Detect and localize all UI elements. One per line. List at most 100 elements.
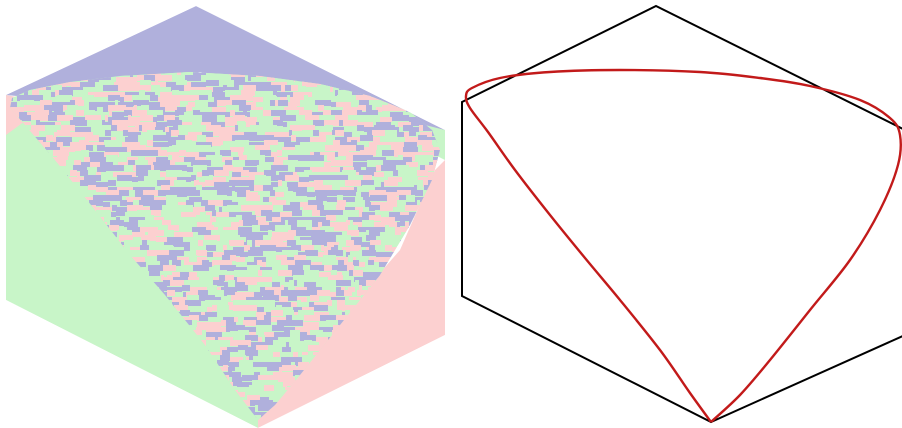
lozenge-tile <box>417 200 420 206</box>
lozenge-tile <box>11 380 26 386</box>
lozenge-tile <box>306 82 321 88</box>
lozenge-tile <box>278 137 291 143</box>
lozenge-tile <box>372 177 388 183</box>
lozenge-tile <box>60 337 69 343</box>
lozenge-tile <box>143 182 157 188</box>
lozenge-tile <box>74 352 78 358</box>
lozenge-tile <box>142 240 147 246</box>
lozenge-tile <box>88 410 98 416</box>
lozenge-tile <box>456 180 471 186</box>
lozenge-tile <box>211 420 215 426</box>
lozenge-tile <box>375 60 379 66</box>
lozenge-tile <box>403 157 412 163</box>
lozenge-tile <box>405 407 408 413</box>
lozenge-tile <box>21 342 27 348</box>
lozenge-tile <box>302 130 313 136</box>
lozenge-tile <box>358 227 368 233</box>
lozenge-tile <box>70 142 79 148</box>
lozenge-tile <box>38 417 50 420</box>
lozenge-tile <box>75 145 86 151</box>
lozenge-tile <box>347 230 359 236</box>
lozenge-tile <box>0 117 7 123</box>
lozenge-tile <box>404 360 411 366</box>
lozenge-tile <box>317 95 328 101</box>
lozenge-tile <box>176 267 181 273</box>
lozenge-tile <box>263 295 279 301</box>
lozenge-tile <box>402 367 415 373</box>
lozenge-tile <box>138 220 154 226</box>
lozenge-tile <box>336 315 348 321</box>
lozenge-tile <box>272 325 284 331</box>
lozenge-tile <box>132 95 147 101</box>
lozenge-tile <box>395 215 405 221</box>
lozenge-tile <box>50 347 59 353</box>
lozenge-tile <box>197 125 206 131</box>
lozenge-tile <box>42 400 51 406</box>
lozenge-tile <box>70 170 77 176</box>
lozenge-tile <box>167 387 174 393</box>
lozenge-tile <box>331 110 342 116</box>
lozenge-tile <box>132 110 137 116</box>
lozenge-tile <box>251 342 257 348</box>
lozenge-tile <box>165 402 171 408</box>
lozenge-tile <box>57 142 63 148</box>
lozenge-tile <box>280 115 296 121</box>
lozenge-tile <box>413 170 417 176</box>
lozenge-tile <box>76 110 84 116</box>
lozenge-tile <box>258 375 273 381</box>
lozenge-tile <box>32 90 39 96</box>
lozenge-tile <box>451 282 467 288</box>
lozenge-tile <box>27 355 41 361</box>
lozenge-tile <box>198 290 208 296</box>
lozenge-tile <box>0 357 4 363</box>
lozenge-tile <box>449 287 455 293</box>
lozenge-tile <box>310 167 322 173</box>
lozenge-tile <box>331 420 338 426</box>
lozenge-tile <box>16 75 32 81</box>
lozenge-tile <box>47 332 54 338</box>
lozenge-tile <box>458 252 473 258</box>
lozenge-tile <box>272 282 280 288</box>
lozenge-tile <box>19 72 32 76</box>
lozenge-tile <box>174 305 188 311</box>
lozenge-tile <box>231 152 238 158</box>
lozenge-tile <box>173 412 179 418</box>
lozenge-tile <box>250 110 263 116</box>
lozenge-tile <box>330 222 335 228</box>
lozenge-tile <box>63 105 67 111</box>
lozenge-tile <box>453 80 456 86</box>
lozenge-tile <box>155 397 160 403</box>
lozenge-tile <box>376 257 391 263</box>
lozenge-tile <box>355 62 360 68</box>
lozenge-tile <box>327 60 341 66</box>
lozenge-tile <box>454 315 459 321</box>
lozenge-tile <box>149 420 159 426</box>
lozenge-tile <box>232 365 235 371</box>
lozenge-tile <box>44 382 57 388</box>
lozenge-tile <box>50 335 60 341</box>
lozenge-tile <box>141 195 154 201</box>
lozenge-tile <box>182 145 197 151</box>
lozenge-tile <box>0 242 7 248</box>
lozenge-tile <box>35 395 38 401</box>
lozenge-tile <box>157 170 160 176</box>
lozenge-tile <box>161 210 167 216</box>
lozenge-tile <box>297 220 312 226</box>
lozenge-tile <box>132 232 145 238</box>
lozenge-tile <box>92 395 97 401</box>
lozenge-tile <box>88 185 96 191</box>
lozenge-tile <box>271 242 287 248</box>
lozenge-tile <box>335 175 348 181</box>
lozenge-tile <box>453 302 458 308</box>
lozenge-tile <box>176 222 185 228</box>
lozenge-tile <box>20 100 34 106</box>
lozenge-tile <box>91 127 96 133</box>
lozenge-tile <box>28 62 33 68</box>
lozenge-tile <box>105 362 112 368</box>
lozenge-tile <box>3 347 10 353</box>
lozenge-tile <box>311 407 316 413</box>
lozenge-tile <box>216 212 229 218</box>
lozenge-tile <box>10 80 11 86</box>
lozenge-tile <box>270 100 275 106</box>
lozenge-tile <box>315 100 331 106</box>
